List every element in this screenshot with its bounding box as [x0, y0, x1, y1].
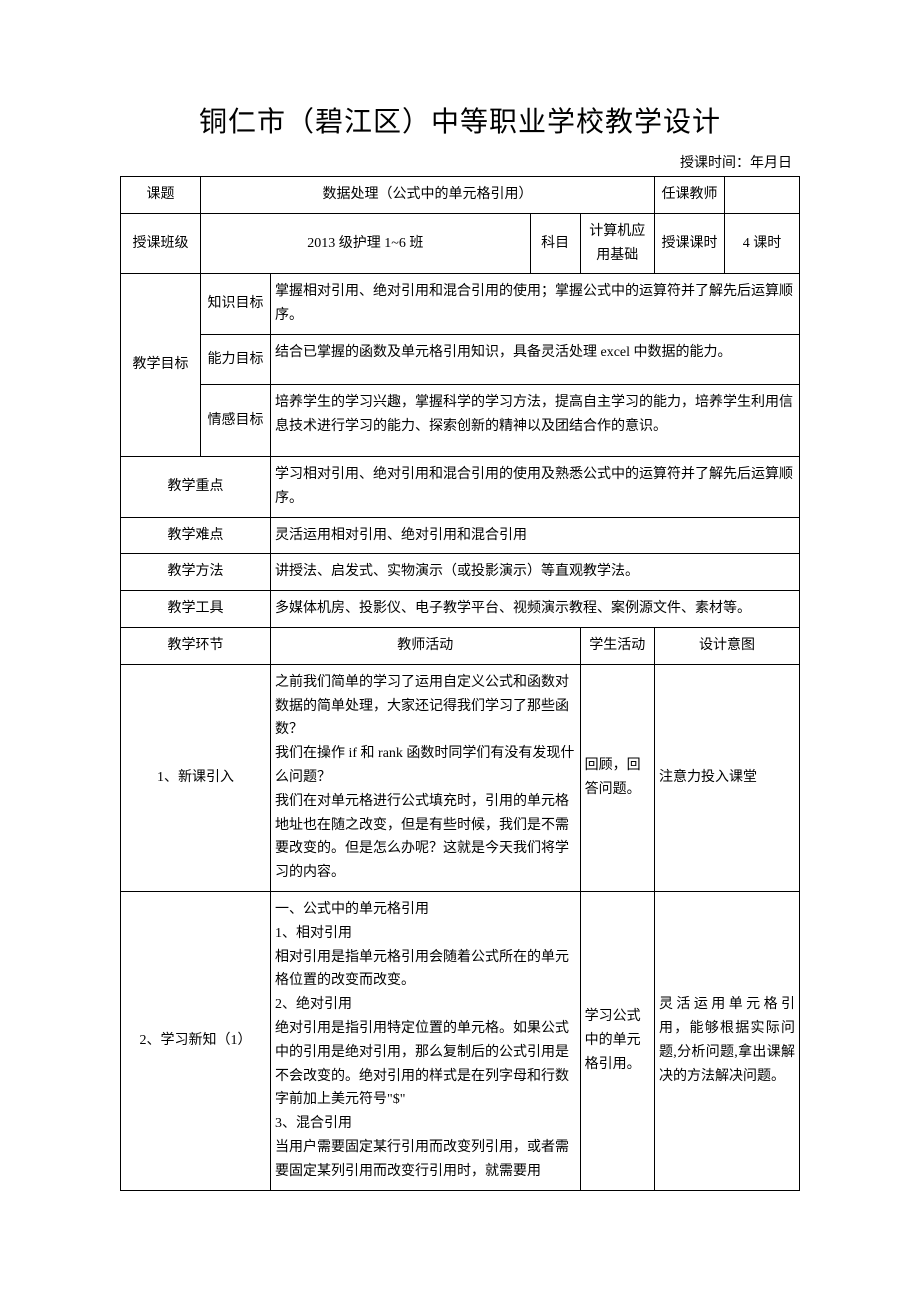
table-row: 教学目标 知识目标 掌握相对引用、绝对引用和混合引用的使用；掌握公式中的运算符并… [121, 274, 800, 335]
activity2-label: 2、学习新知（1） [121, 891, 271, 1190]
table-row: 教学方法 讲授法、启发式、实物演示（或投影演示）等直观教学法。 [121, 554, 800, 591]
emotion-goal-label: 情感目标 [201, 384, 271, 456]
class-value: 2013 级护理 1~6 班 [201, 213, 531, 274]
ability-goal-text: 结合已掌握的函数及单元格引用知识，具备灵活处理 excel 中数据的能力。 [271, 334, 800, 384]
keypoint-text: 学习相对引用、绝对引用和混合引用的使用及熟悉公式中的运算符并了解先后运算顺序。 [271, 456, 800, 517]
emotion-goal-text: 培养学生的学习兴趣，掌握科学的学习方法，提高自主学习的能力，培养学生利用信息技术… [271, 384, 800, 456]
table-row: 情感目标 培养学生的学习兴趣，掌握科学的学习方法，提高自主学习的能力，培养学生利… [121, 384, 800, 456]
activity1-intent: 注意力投入课堂 [655, 664, 800, 891]
difficulty-label: 教学难点 [121, 517, 271, 554]
table-row: 1、新课引入 之前我们简单的学习了运用自定义公式和函数对数据的简单处理，大家还记… [121, 664, 800, 891]
tools-text: 多媒体机房、投影仪、电子教学平台、视频演示教程、案例源文件、素材等。 [271, 591, 800, 628]
goals-label: 教学目标 [121, 274, 201, 457]
knowledge-goal-text: 掌握相对引用、绝对引用和混合引用的使用；掌握公式中的运算符并了解先后运算顺序。 [271, 274, 800, 335]
class-label: 授课班级 [121, 213, 201, 274]
activity2-teacher: 一、公式中的单元格引用 1、相对引用 相对引用是指单元格引用会随着公式所在的单元… [271, 891, 581, 1190]
table-row: 教学重点 学习相对引用、绝对引用和混合引用的使用及熟悉公式中的运算符并了解先后运… [121, 456, 800, 517]
activity2-intent: 灵活运用单元格引用，能够根据实际问题,分析问题,拿出课解决的方法解决问题。 [655, 891, 800, 1190]
topic-value: 数据处理（公式中的单元格引用） [201, 177, 655, 214]
header-col4: 设计意图 [655, 627, 800, 664]
table-row: 能力目标 结合已掌握的函数及单元格引用知识，具备灵活处理 excel 中数据的能… [121, 334, 800, 384]
table-row: 教学工具 多媒体机房、投影仪、电子教学平台、视频演示教程、案例源文件、素材等。 [121, 591, 800, 628]
teacher-value [725, 177, 800, 214]
table-row: 授课班级 2013 级护理 1~6 班 科目 计算机应用基础 授课课时 4 课时 [121, 213, 800, 274]
table-row: 课题 数据处理（公式中的单元格引用） 任课教师 [121, 177, 800, 214]
header-col2: 教师活动 [271, 627, 581, 664]
activity1-label: 1、新课引入 [121, 664, 271, 891]
activity1-student: 回顾，回答问题。 [580, 664, 654, 891]
hours-value: 4 课时 [725, 213, 800, 274]
method-text: 讲授法、启发式、实物演示（或投影演示）等直观教学法。 [271, 554, 800, 591]
knowledge-goal-label: 知识目标 [201, 274, 271, 335]
hours-label: 授课课时 [655, 213, 725, 274]
method-label: 教学方法 [121, 554, 271, 591]
header-col3: 学生活动 [580, 627, 654, 664]
teacher-label: 任课教师 [655, 177, 725, 214]
difficulty-text: 灵活运用相对引用、绝对引用和混合引用 [271, 517, 800, 554]
table-row: 教学环节 教师活动 学生活动 设计意图 [121, 627, 800, 664]
table-row: 教学难点 灵活运用相对引用、绝对引用和混合引用 [121, 517, 800, 554]
header-col1: 教学环节 [121, 627, 271, 664]
page-title: 铜仁市（碧江区）中等职业学校教学设计 [120, 100, 800, 140]
subject-label: 科目 [530, 213, 580, 274]
activity1-teacher: 之前我们简单的学习了运用自定义公式和函数对数据的简单处理，大家还记得我们学习了那… [271, 664, 581, 891]
table-row: 2、学习新知（1） 一、公式中的单元格引用 1、相对引用 相对引用是指单元格引用… [121, 891, 800, 1190]
subtitle: 授课时间：年月日 [120, 152, 800, 172]
tools-label: 教学工具 [121, 591, 271, 628]
keypoint-label: 教学重点 [121, 456, 271, 517]
subject-value: 计算机应用基础 [580, 213, 654, 274]
ability-goal-label: 能力目标 [201, 334, 271, 384]
topic-label: 课题 [121, 177, 201, 214]
activity2-student: 学习公式中的单元格引用。 [580, 891, 654, 1190]
lesson-plan-table: 课题 数据处理（公式中的单元格引用） 任课教师 授课班级 2013 级护理 1~… [120, 176, 800, 1191]
